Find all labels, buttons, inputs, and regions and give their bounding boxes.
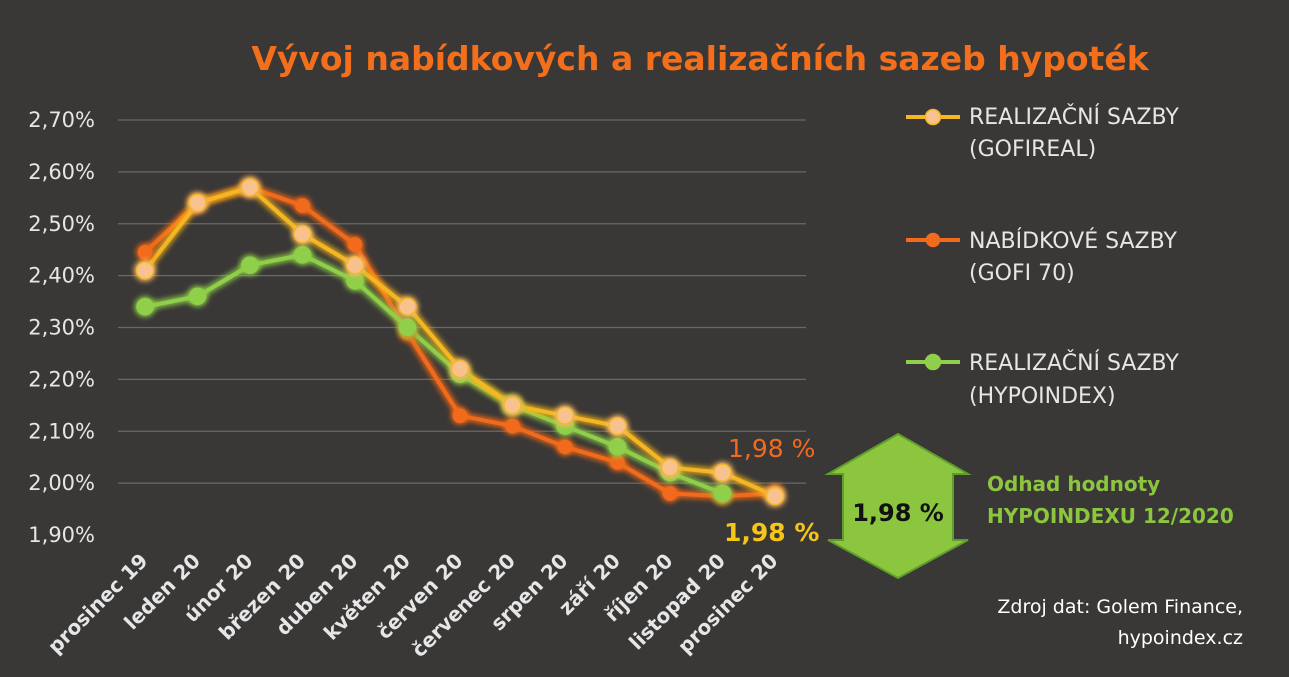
- data-point-gofireal: [503, 396, 522, 415]
- data-point-gofireal: [398, 297, 417, 316]
- data-point-gofireal: [555, 406, 575, 425]
- legend-label-hypoindex-2: (HYPOINDEX): [969, 384, 1116, 409]
- double-arrow-icon: [824, 432, 972, 580]
- source-line1: Zdroj dat: Golem Finance,: [997, 596, 1243, 618]
- y-tick-label: 1,90%: [28, 523, 95, 547]
- series-markers: [135, 178, 785, 506]
- estimate-note-line2: HYPOINDEXU 12/2020: [987, 504, 1234, 528]
- legend-label-hypoindex-1: REALIZAČNÍ SAZBY: [969, 350, 1179, 376]
- data-point-hypoindex: [136, 298, 154, 316]
- data-point-gofi70: [505, 418, 520, 434]
- legend-marker-gofireal: [924, 108, 942, 126]
- data-point-gofireal: [240, 178, 260, 197]
- legend-label-gofireal-1: REALIZAČNÍ SAZBY: [969, 104, 1179, 130]
- y-tick-label: 2,50%: [28, 212, 95, 236]
- data-point-hypoindex: [346, 272, 364, 290]
- legend-label-gofi70-1: NABÍDKOVÉ SAZBY: [969, 228, 1178, 254]
- chart-title: Vývoj nabídkových a realizačních sazeb h…: [251, 39, 1149, 78]
- data-point-gofireal: [188, 193, 207, 213]
- end-value-label-offer: 1,98 %: [728, 434, 815, 463]
- estimate-arrow: 1,98 %: [824, 432, 972, 580]
- series-line-gofi70: [143, 185, 776, 499]
- legend: REALIZAČNÍ SAZBY (GOFIREAL) NABÍDKOVÉ SA…: [906, 104, 1179, 409]
- y-tick-label: 2,00%: [28, 471, 95, 495]
- legend-item-gofireal: REALIZAČNÍ SAZBY (GOFIREAL): [906, 104, 1179, 162]
- data-point-hypoindex: [398, 318, 417, 337]
- legend-label-gofireal-2: (GOFIREAL): [969, 137, 1096, 162]
- data-point-hypoindex: [713, 484, 732, 503]
- data-point-hypoindex: [188, 287, 207, 306]
- y-tick-label: 2,20%: [28, 367, 95, 391]
- data-point-gofi70: [662, 486, 678, 501]
- data-point-gofi70: [295, 198, 310, 213]
- y-tick-label: 2,40%: [28, 264, 95, 288]
- source-line2: hypoindex.cz: [1118, 627, 1243, 649]
- series-line-hypoindex: [144, 252, 724, 496]
- legend-label-gofi70-2: (GOFI 70): [969, 261, 1075, 286]
- data-point-gofi70: [347, 237, 363, 252]
- gridlines: [118, 119, 806, 484]
- data-point-gofireal: [765, 486, 785, 506]
- y-tick-label: 2,10%: [28, 419, 95, 443]
- legend-item-gofi70: NABÍDKOVÉ SAZBY (GOFI 70): [906, 228, 1178, 286]
- data-point-hypoindex: [241, 256, 259, 274]
- data-point-gofireal: [660, 458, 680, 477]
- data-point-gofireal: [450, 359, 470, 379]
- y-tick-label: 2,70%: [28, 108, 95, 132]
- data-point-gofi70: [452, 408, 468, 423]
- legend-item-hypoindex: REALIZAČNÍ SAZBY (HYPOINDEX): [906, 350, 1179, 409]
- y-tick-label: 2,60%: [28, 160, 95, 184]
- series-lines: [143, 185, 776, 499]
- estimate-arrow-value: 1,98 %: [852, 499, 944, 527]
- data-point-gofireal: [713, 463, 732, 482]
- data-point-hypoindex: [293, 246, 312, 264]
- data-point-gofireal: [135, 261, 155, 280]
- data-point-gofi70: [557, 439, 573, 455]
- data-point-gofireal: [293, 224, 312, 244]
- series-line-gofireal: [143, 185, 776, 498]
- data-point-hypoindex: [608, 438, 627, 456]
- data-point-gofireal: [608, 416, 627, 436]
- y-tick-label: 2,30%: [28, 316, 95, 340]
- legend-marker-gofi70: [925, 232, 941, 248]
- data-point-gofi70: [137, 245, 153, 260]
- estimate-note-line1: Odhad hodnoty: [987, 472, 1160, 496]
- data-point-gofireal: [345, 256, 365, 275]
- legend-marker-hypoindex: [924, 353, 942, 371]
- end-value-label-gofireal: 1,98 %: [724, 518, 819, 547]
- y-axis-ticks: 1,90% 2,00% 2,10% 2,20% 2,30% 2,40% 2,50% 2,60%…: [28, 108, 95, 547]
- data-point-gofi70: [610, 455, 625, 470]
